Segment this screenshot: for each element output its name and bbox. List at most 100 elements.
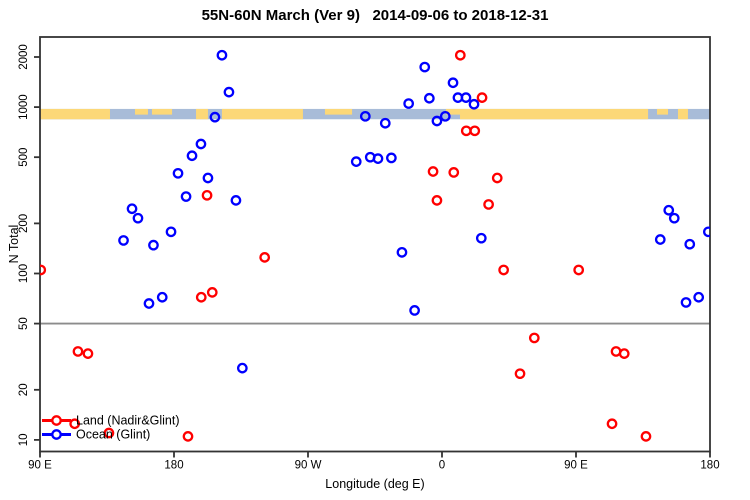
ocean-point: [439, 110, 451, 122]
land-point: [606, 418, 618, 430]
x-axis-title: Longitude (deg E): [325, 477, 424, 491]
map-band-land-patch: [446, 108, 461, 115]
land-point: [431, 195, 443, 206]
y-tick-label: 200: [18, 214, 30, 233]
ocean-point: [379, 117, 391, 129]
ocean-point: [409, 305, 420, 316]
map-band-land-patch: [656, 108, 669, 115]
ocean-point: [132, 212, 144, 224]
map-band-land-patch: [134, 108, 148, 115]
map-band-land-patch: [324, 108, 353, 115]
ocean-point: [126, 203, 138, 215]
x-tick-label: 180: [700, 460, 719, 472]
ocean-point: [372, 153, 384, 164]
ocean-point: [396, 246, 408, 258]
ocean-point: [172, 167, 184, 179]
ocean-point: [216, 49, 228, 61]
ocean-point: [209, 111, 221, 123]
legend-label-ocean: Ocean (Glint): [76, 428, 150, 442]
land-point: [195, 291, 207, 303]
ocean-point: [359, 110, 371, 122]
ocean-point: [230, 195, 242, 206]
map-band-land-patch: [151, 108, 173, 115]
legend-marker-land: [51, 415, 62, 426]
y-tick-label: 10: [18, 433, 30, 446]
ocean-point: [223, 86, 235, 98]
ocean-point: [350, 156, 362, 168]
land-point: [469, 125, 481, 137]
legend-label-land: Land (Nadir&Glint): [76, 414, 180, 428]
x-tick-label: 90 E: [28, 460, 52, 472]
ocean-point: [165, 226, 177, 238]
ocean-point: [703, 226, 710, 238]
ocean-point: [423, 92, 435, 104]
ocean-point: [195, 138, 207, 150]
ocean-point: [663, 204, 675, 216]
land-point: [40, 264, 47, 276]
map-band: [40, 108, 710, 120]
land-point: [72, 346, 84, 357]
axes-group: 90 E 180 90 W 0 90 E 180 10 20 50 100 200 500 1000 20…: [18, 36, 720, 472]
ocean-point: [680, 297, 692, 308]
y-tick-label: 2000: [18, 44, 30, 70]
land-point: [103, 427, 115, 439]
ocean-point: [684, 238, 696, 250]
map-band-land-segment: [677, 108, 688, 120]
land-point: [182, 431, 194, 442]
legend: Land (Nadir&Glint)Ocean (Glint): [42, 414, 180, 442]
ocean-point: [236, 362, 248, 374]
y-tick-label: 500: [18, 148, 30, 167]
ocean-point: [431, 115, 443, 127]
land-point: [573, 264, 585, 276]
ocean-point: [180, 191, 192, 202]
land-point: [476, 92, 488, 103]
land-point: [618, 348, 630, 359]
land-point: [498, 264, 509, 276]
x-tick-label: 0: [439, 460, 445, 472]
map-band-land-segment: [460, 108, 649, 120]
ocean-point: [419, 61, 431, 73]
map-band-land-segment: [221, 108, 303, 120]
ocean-point: [403, 98, 414, 109]
land-point: [82, 348, 94, 359]
map-band-land-segment: [40, 108, 110, 120]
land-point: [201, 189, 213, 201]
y-tick-label: 100: [18, 264, 30, 283]
land-point: [640, 431, 652, 442]
plot-border: [39, 36, 711, 453]
chart-title: 55N-60N March (Ver 9) 2014-09-06 to 2018…: [201, 7, 549, 24]
ocean-point: [386, 152, 397, 164]
ocean-point: [693, 291, 705, 303]
ocean-point: [156, 291, 168, 303]
x-tick-label: 90 W: [295, 460, 322, 472]
legend-marker-ocean: [51, 429, 62, 440]
land-point: [483, 199, 494, 210]
land-point: [491, 172, 503, 184]
ocean-point: [186, 150, 198, 162]
ocean-point: [475, 232, 487, 244]
map-band-land-segment: [196, 108, 208, 120]
land-point: [460, 125, 472, 137]
land-point: [448, 167, 460, 178]
y-tick-label: 50: [18, 317, 30, 330]
land-point: [259, 252, 271, 263]
ocean-point: [468, 98, 480, 110]
ocean-point: [668, 212, 680, 224]
data-points-group: [40, 49, 710, 442]
ocean-point: [447, 77, 459, 89]
land-point: [528, 332, 540, 344]
land-point: [206, 287, 218, 298]
ocean-point: [148, 239, 159, 251]
land-point: [69, 418, 81, 430]
land-point: [454, 49, 466, 61]
y-axis-title: N Total: [7, 225, 21, 264]
ocean-point: [202, 172, 214, 184]
y-tick-label: 20: [18, 383, 30, 396]
x-tick-label: 90 E: [564, 460, 588, 472]
x-tick-label: 180: [164, 460, 183, 472]
ocean-point: [460, 92, 472, 103]
land-point: [514, 368, 526, 380]
ocean-point: [143, 298, 155, 309]
